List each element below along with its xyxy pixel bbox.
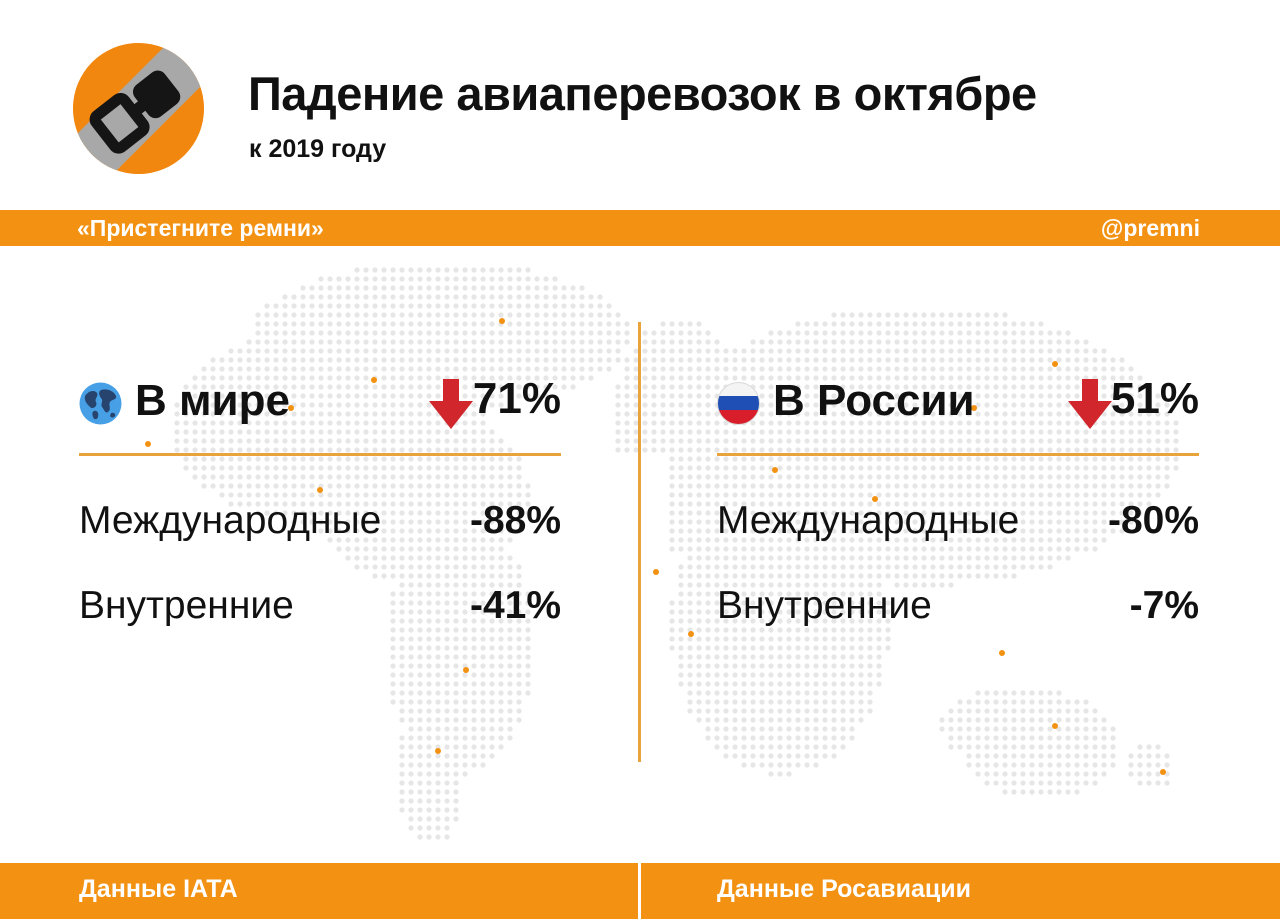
- stat-label: Международные: [717, 499, 1020, 542]
- map-highlight-dot: [288, 405, 294, 411]
- panel-russia-header: В России 51%: [717, 370, 1199, 440]
- top-band: «Пристегните ремни» @premni: [0, 210, 1280, 246]
- source-left: Данные IATA: [79, 875, 238, 903]
- stat-value: -41%: [469, 584, 561, 627]
- panel-russia-total: 51%: [1110, 374, 1199, 423]
- logo: [73, 43, 204, 174]
- arrow-down-icon: [1068, 379, 1112, 429]
- logo-mark-icon: [73, 43, 204, 174]
- stat-value: -88%: [469, 499, 561, 542]
- world-map-background: [145, 267, 1179, 840]
- stat-row: Внутренние -41%: [79, 584, 561, 634]
- map-highlight-dot: [317, 487, 323, 493]
- panel-world-total: 71%: [472, 374, 561, 423]
- map-highlight-dot: [463, 667, 469, 673]
- panel-divider: [638, 322, 641, 762]
- map-highlight-dot: [499, 318, 505, 324]
- panel-world-header: В мире 71%: [79, 370, 561, 440]
- globe-icon: [79, 382, 122, 425]
- stat-row: Внутренние -7%: [717, 584, 1199, 634]
- footer-separator: [638, 863, 641, 919]
- channel-handle[interactable]: @premni: [1100, 215, 1200, 241]
- map-highlight-dot: [971, 405, 977, 411]
- map-highlight-dot: [653, 569, 659, 575]
- map-highlight-dot: [999, 650, 1005, 656]
- stat-label: Внутренние: [717, 584, 932, 627]
- map-highlight-dot: [145, 441, 151, 447]
- panel-russia: В России 51% Международные -80% Внутренн…: [717, 370, 1199, 640]
- footer: Данные IATA Данные Росавиации: [0, 863, 1280, 919]
- map-highlight-dot: [1052, 723, 1058, 729]
- stat-value: -7%: [1129, 584, 1199, 627]
- panel-world-title: В мире: [135, 376, 290, 425]
- stat-row: Международные -80%: [717, 499, 1199, 549]
- map-highlight-dot: [371, 377, 377, 383]
- russia-flag-icon: [717, 382, 760, 425]
- stat-row: Международные -88%: [79, 499, 561, 549]
- map-highlight-dot: [435, 748, 441, 754]
- map-highlight-dot: [1052, 361, 1058, 367]
- map-highlight-dot: [772, 467, 778, 473]
- map-highlight-dot: [1160, 769, 1166, 775]
- panel-world: В мире 71% Международные -88% Внутренние…: [79, 370, 561, 640]
- page-title: Падение авиаперевозок в октябре: [248, 67, 1037, 120]
- panel-russia-rule: [717, 453, 1199, 456]
- header: Падение авиаперевозок в октябре к 2019 г…: [0, 0, 1280, 210]
- map-highlight-dot: [872, 496, 878, 502]
- source-right: Данные Росавиации: [717, 875, 971, 903]
- map-highlight-dot: [688, 631, 694, 637]
- channel-name: «Пристегните ремни»: [77, 215, 324, 241]
- arrow-down-icon: [429, 379, 473, 429]
- stat-label: Внутренние: [79, 584, 294, 627]
- panel-world-rule: [79, 453, 561, 456]
- stat-value: -80%: [1107, 499, 1199, 542]
- stat-label: Международные: [79, 499, 382, 542]
- page-subtitle: к 2019 году: [249, 135, 387, 163]
- panel-russia-title: В России: [773, 376, 975, 425]
